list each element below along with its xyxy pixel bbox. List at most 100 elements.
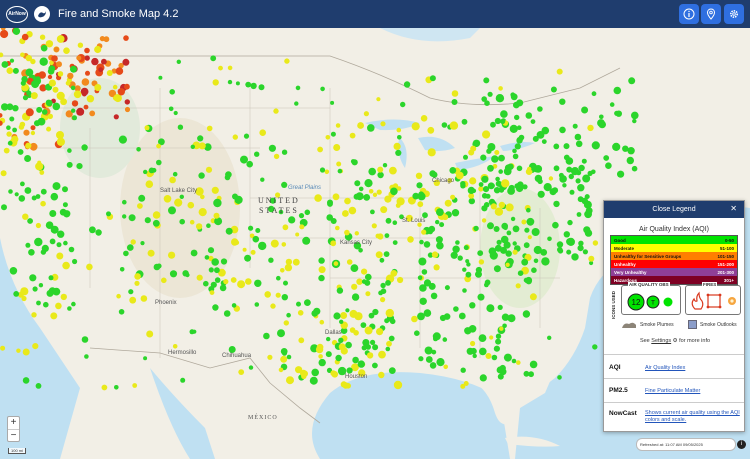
airnow-logo[interactable]: AirNow xyxy=(6,5,28,23)
aqi-monitor-dot xyxy=(375,251,383,259)
aqi-monitor-dot xyxy=(66,161,73,168)
aqi-monitor-dot xyxy=(209,290,215,295)
aqi-monitor-dot xyxy=(574,133,582,141)
aqi-monitor-dot xyxy=(584,229,593,237)
aqi-monitor-dot xyxy=(242,247,247,252)
aqi-monitor-dot xyxy=(56,35,65,43)
aqi-monitor-dot xyxy=(81,78,90,86)
aqi-category-label: Moderate xyxy=(614,245,635,251)
location-button[interactable] xyxy=(701,4,721,24)
aqi-monitor-dot xyxy=(47,113,53,120)
aqi-monitor-dot xyxy=(333,312,341,320)
aqi-monitor-dot xyxy=(204,255,210,260)
aqi-monitor-dot xyxy=(73,90,82,99)
aqi-monitor-dot xyxy=(449,121,459,130)
aqi-monitor-dot xyxy=(487,222,494,230)
aqi-monitor-dot xyxy=(563,154,570,161)
aqi-monitor-dot xyxy=(518,134,525,141)
aqi-monitor-dot xyxy=(148,167,155,174)
aqi-monitor-dot xyxy=(200,194,205,200)
aqi-monitor-dot xyxy=(227,79,233,85)
aqi-monitor-dot xyxy=(345,308,350,313)
aqi-monitor-dot xyxy=(553,200,560,208)
aqi-monitor-dot xyxy=(484,282,489,288)
aqi-monitor-dot xyxy=(0,345,6,351)
aqi-monitor-dot xyxy=(259,129,267,136)
aqi-monitor-dot xyxy=(587,124,594,132)
aqi-range-label: 201-300 xyxy=(717,269,734,275)
pm25-definition-link[interactable]: Fine Particulate Matter xyxy=(645,388,701,394)
aqi-monitor-dot xyxy=(30,92,38,100)
aqi-monitor-dot xyxy=(318,354,323,359)
info-icon[interactable]: i xyxy=(737,440,746,449)
aqi-monitor-dot xyxy=(380,282,386,289)
aqi-monitor-dot xyxy=(130,239,136,245)
aqi-monitor-dot xyxy=(427,148,436,157)
aqi-monitor-dot xyxy=(524,227,530,233)
aqi-monitor-dot xyxy=(118,309,125,315)
aqi-monitor-dot xyxy=(552,221,559,229)
close-icon[interactable]: ✕ xyxy=(730,204,737,213)
zoom-in-button[interactable]: + xyxy=(10,417,17,428)
aqi-monitor-dot xyxy=(493,187,501,194)
aqi-monitor-dot xyxy=(405,214,413,222)
aqi-monitor-dot xyxy=(84,354,89,359)
aqi-monitor-dot xyxy=(76,107,85,116)
aqi-monitor-dot xyxy=(469,302,476,309)
aqi-monitor-dot xyxy=(449,167,457,174)
aqi-monitor-dot xyxy=(577,184,585,192)
aqi-monitor-dot xyxy=(169,176,176,184)
aqi-monitor-dot xyxy=(71,100,79,107)
aqi-monitor-dot xyxy=(499,368,507,376)
aqi-monitor-dot xyxy=(412,192,420,200)
aqi-monitor-dot xyxy=(534,174,543,183)
aqi-monitor-dot xyxy=(17,149,24,155)
aqi-monitor-dot xyxy=(0,28,6,31)
aqi-monitor-dot xyxy=(567,219,573,226)
aqi-monitor-dot xyxy=(332,193,340,201)
nowcast-definition-link[interactable]: Shows current air quality using the AQI … xyxy=(645,410,740,423)
aqi-monitor-dot xyxy=(276,275,281,281)
aqi-monitor-dot xyxy=(28,249,35,256)
aqi-monitor-dot xyxy=(0,113,3,118)
aqi-monitor-dot xyxy=(24,187,32,194)
aqi-monitor-dot xyxy=(436,208,444,217)
zoom-out-button[interactable]: − xyxy=(8,429,19,441)
aqi-monitor-dot xyxy=(85,70,90,76)
aqi-monitor-dot xyxy=(417,222,422,227)
aqi-monitor-dot xyxy=(537,190,545,198)
aqi-monitor-dot xyxy=(218,65,223,71)
aqi-monitor-dot xyxy=(591,91,597,97)
aqi-monitor-dot xyxy=(51,55,58,62)
aqi-monitor-dot xyxy=(512,241,517,246)
aqi-monitor-dot xyxy=(515,283,521,289)
aqi-monitor-dot xyxy=(311,368,320,377)
aqi-monitor-dot xyxy=(58,135,63,141)
aqi-monitor-dot xyxy=(46,126,52,132)
aqi-monitor-dot xyxy=(462,288,467,293)
aqi-monitor-dot xyxy=(500,118,506,124)
settings-link[interactable]: Settings xyxy=(651,338,672,344)
aqi-monitor-dot xyxy=(22,377,30,384)
aqi-monitor-dot xyxy=(494,207,504,216)
map-canvas[interactable]: UNITED STATES Great Plains MÉXICO Kansas … xyxy=(0,28,750,459)
aqi-monitor-dot xyxy=(612,142,621,151)
aqi-monitor-dot xyxy=(473,225,479,232)
close-legend-button[interactable]: Close Legend ✕ xyxy=(604,201,744,218)
info-button[interactable] xyxy=(679,4,699,24)
aqi-monitor-dot xyxy=(71,301,76,307)
aqi-definition-link[interactable]: Air Quality Index xyxy=(645,365,686,371)
aqi-monitor-dot xyxy=(505,262,510,267)
aqi-monitor-dot xyxy=(397,276,404,284)
aqi-monitor-dot xyxy=(431,251,439,258)
aqi-monitor-dot xyxy=(270,239,279,248)
aqi-monitor-dot xyxy=(375,233,381,239)
settings-button[interactable] xyxy=(724,4,744,24)
aqi-monitor-dot xyxy=(67,306,72,311)
aqi-monitor-dot xyxy=(65,80,71,86)
aqi-monitor-dot xyxy=(470,145,477,152)
app-header: AirNow Fire and Smoke Map 4.2 xyxy=(0,0,750,28)
aqi-monitor-dot xyxy=(330,100,335,105)
aqi-monitor-dot xyxy=(129,296,137,304)
aqi-monitor-dot xyxy=(39,84,47,92)
